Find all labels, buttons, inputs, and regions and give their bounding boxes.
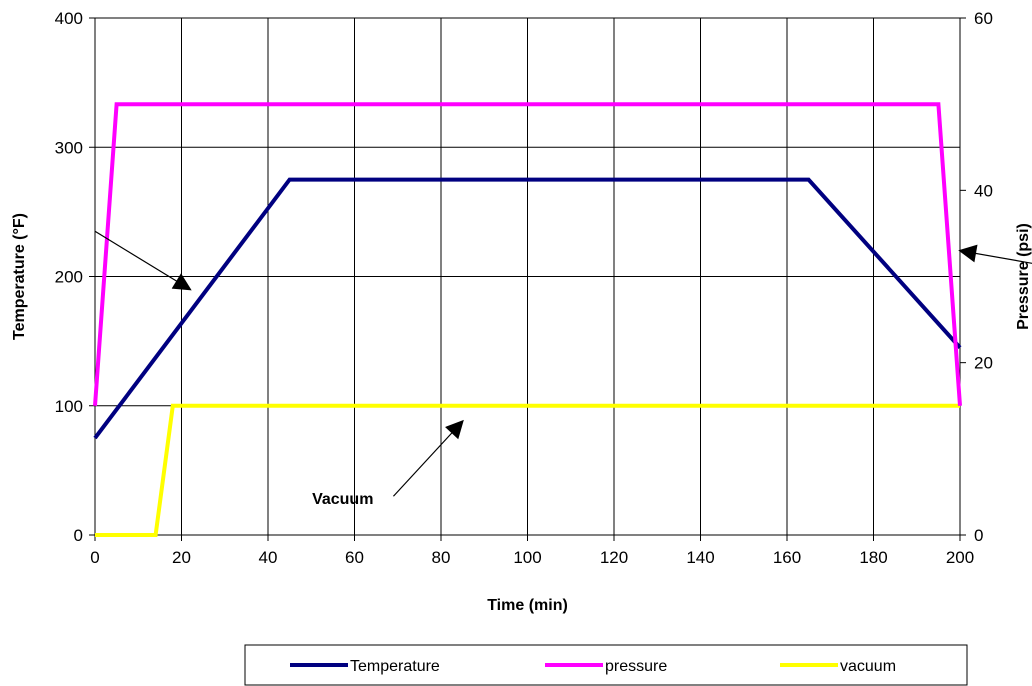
- annotations: Vacuum: [94, 230, 1032, 508]
- y-tick-label: 200: [55, 268, 83, 287]
- x-tick-label: 140: [686, 548, 714, 567]
- x-tick-label: 60: [345, 548, 364, 567]
- y-axis-title: Temperature (°F): [11, 213, 28, 340]
- x-tick-label: 80: [432, 548, 451, 567]
- series-lines: [93, 102, 962, 537]
- series-line-pressure: [93, 102, 962, 406]
- y-tick-label: 0: [74, 526, 83, 545]
- legend-label-temperature: Temperature: [350, 658, 440, 675]
- legend-box: [244, 644, 968, 686]
- y2-tick-label: 60: [974, 9, 993, 28]
- x-axis-title: Time (min): [487, 597, 568, 614]
- x-tick-label: 160: [773, 548, 801, 567]
- x-tick-label: 120: [600, 548, 628, 567]
- y-tick-label: 300: [55, 138, 83, 157]
- grid: [94, 17, 961, 536]
- annotation-label: Vacuum: [312, 491, 373, 508]
- axes: 0 20 40 60 80 100 120 140 160 180 2000100200300400…: [55, 9, 993, 567]
- annotation-arrow: [94, 230, 192, 291]
- x-tick-label: 100: [513, 548, 541, 567]
- series-line-vacuum: [95, 403, 960, 537]
- y2-tick-label: 40: [974, 181, 993, 200]
- y2-tick-label: 0: [974, 526, 983, 545]
- x-tick-label: 20: [172, 548, 191, 567]
- legend-label-pressure: pressure: [605, 658, 667, 675]
- y2-axis-title: Pressure (psi): [1015, 223, 1032, 330]
- legend: Temperature pressure vacuum: [244, 644, 968, 686]
- x-tick-label: 180: [859, 548, 887, 567]
- annotation-arrow: [958, 244, 1032, 264]
- legend-label-vacuum: vacuum: [840, 658, 896, 675]
- y-tick-label: 100: [55, 397, 83, 416]
- x-tick-label: 40: [259, 548, 278, 567]
- x-tick-label: 200: [946, 548, 974, 567]
- y2-tick-label: 20: [974, 354, 993, 373]
- series-line-temperature: [93, 177, 962, 440]
- x-tick-label: 0: [90, 548, 99, 567]
- annotation-arrow: [392, 419, 464, 497]
- y-tick-label: 400: [55, 9, 83, 28]
